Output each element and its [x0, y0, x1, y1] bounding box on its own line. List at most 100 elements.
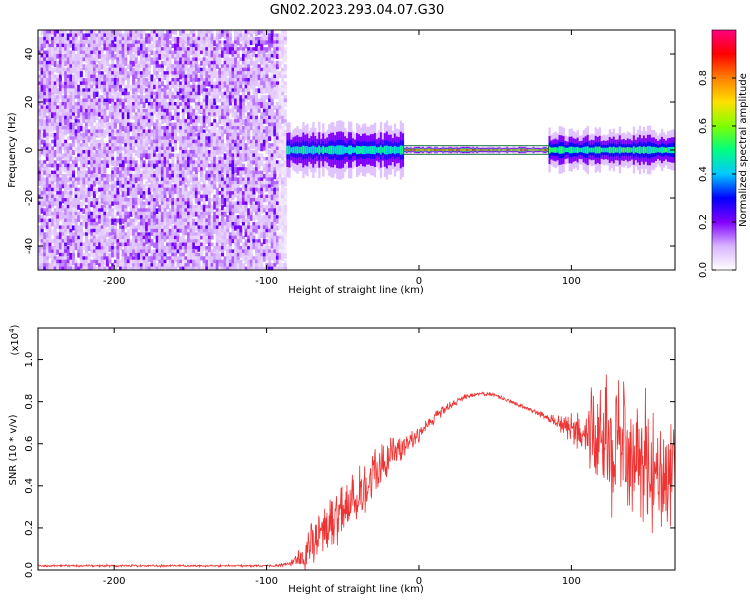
heatmap-cell: [124, 222, 128, 226]
heatmap-cell: [184, 47, 188, 54]
heatmap-cell: [252, 50, 256, 58]
heatmap-cell: [147, 74, 151, 80]
heatmap-cell: [56, 211, 60, 216]
heatmap-cell: [168, 180, 172, 186]
heatmap-cell: [113, 81, 117, 87]
heatmap-cell: [215, 198, 219, 204]
heatmap-cell: [111, 177, 115, 185]
heatmap-cell: [155, 263, 159, 269]
heatmap-cell: [69, 95, 73, 103]
heatmap-cell: [223, 246, 227, 251]
heatmap-cell: [223, 184, 227, 189]
heatmap-cell: [108, 235, 112, 241]
heatmap-cell: [189, 153, 193, 157]
heatmap-cell: [71, 143, 75, 147]
heatmap-cell: [119, 180, 123, 189]
heatmap-cell: [166, 211, 170, 218]
heatmap-cell: [153, 156, 157, 164]
heatmap-cell: [124, 174, 128, 179]
heatmap-cell: [173, 78, 177, 83]
heatmap-cell: [163, 177, 167, 184]
heatmap-cell: [108, 160, 112, 165]
heatmap-cell: [247, 112, 251, 118]
heatmap-cell: [194, 191, 198, 196]
heatmap-cell: [56, 64, 60, 68]
heatmap-cell: [87, 64, 91, 71]
heatmap-cell: [92, 74, 96, 80]
heatmap-cell: [121, 170, 125, 178]
heatmap-cell: [234, 180, 238, 187]
heatmap-cell: [158, 43, 162, 48]
heatmap-cell: [66, 215, 70, 222]
heatmap-cell: [197, 30, 201, 34]
heatmap-cell: [176, 156, 180, 161]
heatmap-cell: [116, 98, 120, 103]
heatmap-cell: [134, 50, 138, 57]
heatmap-cell: [87, 211, 91, 218]
heatmap-cell: [45, 191, 49, 197]
heatmap-cell: [90, 150, 94, 155]
heatmap-cell: [98, 218, 102, 224]
heatmap-cell: [184, 218, 188, 223]
heatmap-cell: [197, 47, 201, 54]
heatmap-cell: [105, 160, 109, 165]
heatmap-cell: [160, 259, 164, 265]
heatmap-cell: [218, 146, 222, 153]
heatmap-cell: [160, 211, 164, 217]
heatmap-cell: [244, 225, 248, 230]
heatmap-cell: [98, 43, 102, 51]
heatmap-cell: [77, 191, 81, 199]
heatmap-cell: [108, 239, 112, 247]
heatmap-cell: [150, 136, 154, 143]
heatmap-cell: [58, 91, 62, 97]
heatmap-cell: [111, 102, 115, 108]
heatmap-cell: [38, 129, 42, 135]
heatmap-cell: [108, 30, 112, 36]
heatmap-cell: [132, 71, 136, 75]
heatmap-cell: [194, 102, 198, 108]
heatmap-cell: [215, 156, 219, 162]
heatmap-cell: [158, 81, 162, 86]
heatmap-cell: [181, 222, 185, 228]
heatmap-cell: [38, 211, 42, 219]
heatmap-cell: [236, 160, 240, 166]
heatmap-cell: [90, 228, 94, 233]
heatmap-cell: [79, 132, 83, 138]
heatmap-cell: [92, 228, 96, 233]
heatmap-cell: [98, 252, 102, 257]
heatmap-cell: [153, 153, 157, 158]
heatmap-cell: [124, 239, 128, 246]
heatmap-cell: [147, 115, 151, 122]
heatmap-cell: [92, 198, 96, 205]
heatmap-cell: [218, 136, 222, 141]
heatmap-cell: [105, 232, 109, 238]
heatmap-cell: [192, 108, 196, 113]
heatmap-cell: [64, 187, 68, 195]
heatmap-cell: [249, 84, 253, 90]
heatmap-cell: [38, 228, 42, 236]
heatmap-cell: [40, 263, 44, 270]
heatmap-cell: [113, 191, 117, 197]
heatmap-cell: [87, 30, 91, 36]
heatmap-cell: [116, 187, 120, 195]
heatmap-cell: [124, 60, 128, 66]
heatmap-cell: [187, 108, 191, 115]
heatmap-cell: [145, 235, 149, 242]
heatmap-cell: [38, 64, 42, 71]
heatmap-cell: [58, 252, 62, 260]
heatmap-cell: [56, 43, 60, 51]
heatmap-cell: [173, 64, 177, 69]
heatmap-cell: [87, 119, 91, 125]
heatmap-cell: [247, 232, 251, 238]
heatmap-cell: [111, 215, 115, 222]
heatmap-cell: [189, 105, 193, 110]
heatmap-cell: [155, 170, 159, 175]
heatmap-cell: [105, 228, 109, 234]
heatmap-cell: [142, 170, 146, 177]
heatmap-cell: [236, 95, 240, 102]
heatmap-cell: [257, 246, 261, 252]
heatmap-cell: [197, 156, 201, 161]
heatmap-cell: [236, 143, 240, 148]
heatmap-cell: [239, 57, 243, 62]
heatmap-cell: [218, 198, 222, 204]
